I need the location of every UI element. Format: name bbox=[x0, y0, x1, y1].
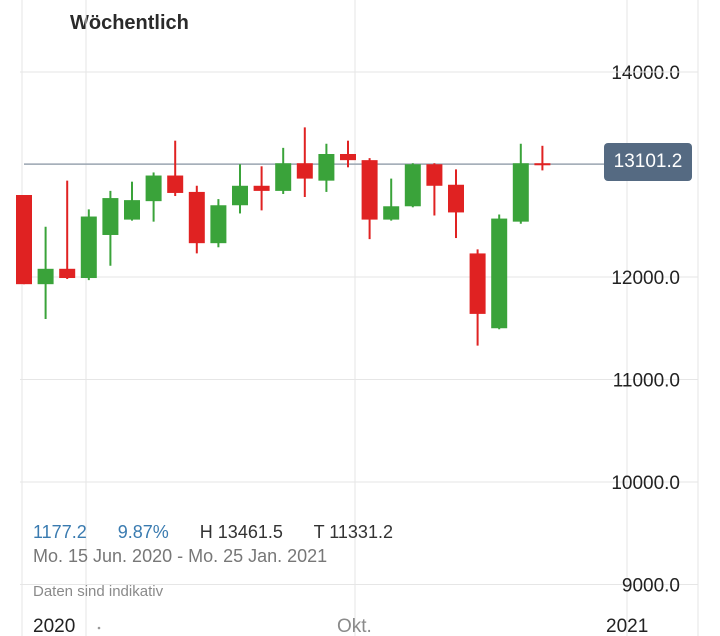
x-tick-dot bbox=[97, 626, 101, 630]
low-value: T 11331.2 bbox=[313, 522, 393, 542]
candle-body bbox=[296, 163, 313, 179]
candle-body bbox=[404, 164, 421, 207]
date-range: Mo. 15 Jun. 2020 - Mo. 25 Jan. 2021 bbox=[33, 546, 328, 566]
candle-body bbox=[340, 154, 356, 161]
candle-body bbox=[361, 160, 378, 220]
x-tick-label: Okt. bbox=[337, 616, 372, 636]
candle-body bbox=[102, 198, 119, 235]
candle-body bbox=[275, 163, 292, 191]
candle-body bbox=[448, 184, 464, 213]
candle-body bbox=[512, 163, 529, 222]
candle-body bbox=[59, 268, 76, 279]
candle-body bbox=[80, 216, 97, 279]
candle-body bbox=[167, 175, 184, 193]
candle-body bbox=[232, 185, 248, 206]
candle-body bbox=[253, 185, 270, 191]
stats-row: 1177.2 9.87% H 13461.5 T 11331.2 bbox=[33, 522, 419, 543]
y-tick-label: 12000.0 bbox=[611, 268, 680, 289]
change-value: 1177.2 bbox=[33, 522, 87, 542]
x-tick-label: 2020 bbox=[33, 616, 75, 636]
candle-body bbox=[16, 195, 32, 285]
high-value: H 13461.5 bbox=[199, 522, 283, 542]
candle-body bbox=[145, 175, 162, 202]
candle-body bbox=[210, 205, 227, 244]
candle-body bbox=[37, 268, 54, 285]
candle-body bbox=[426, 164, 443, 186]
candle-body bbox=[318, 154, 335, 181]
indicative-note: Daten sind indikativ bbox=[33, 583, 164, 600]
candle-body bbox=[383, 206, 400, 220]
candle-body bbox=[491, 218, 508, 329]
chart-title: Wöchentlich bbox=[70, 12, 189, 34]
y-tick-label: 14000.0 bbox=[611, 63, 680, 84]
change-percent: 9.87% bbox=[117, 522, 169, 542]
candle-body bbox=[188, 191, 205, 244]
current-price-badge: 13101.2 bbox=[604, 143, 692, 181]
candle-body bbox=[124, 200, 140, 220]
candle-body bbox=[534, 163, 551, 166]
y-tick-label: 9000.0 bbox=[622, 576, 680, 597]
y-tick-label: 10000.0 bbox=[611, 473, 680, 494]
x-tick-label: 2021 bbox=[606, 616, 648, 636]
candle-body bbox=[469, 253, 486, 314]
y-tick-label: 11000.0 bbox=[613, 371, 680, 392]
